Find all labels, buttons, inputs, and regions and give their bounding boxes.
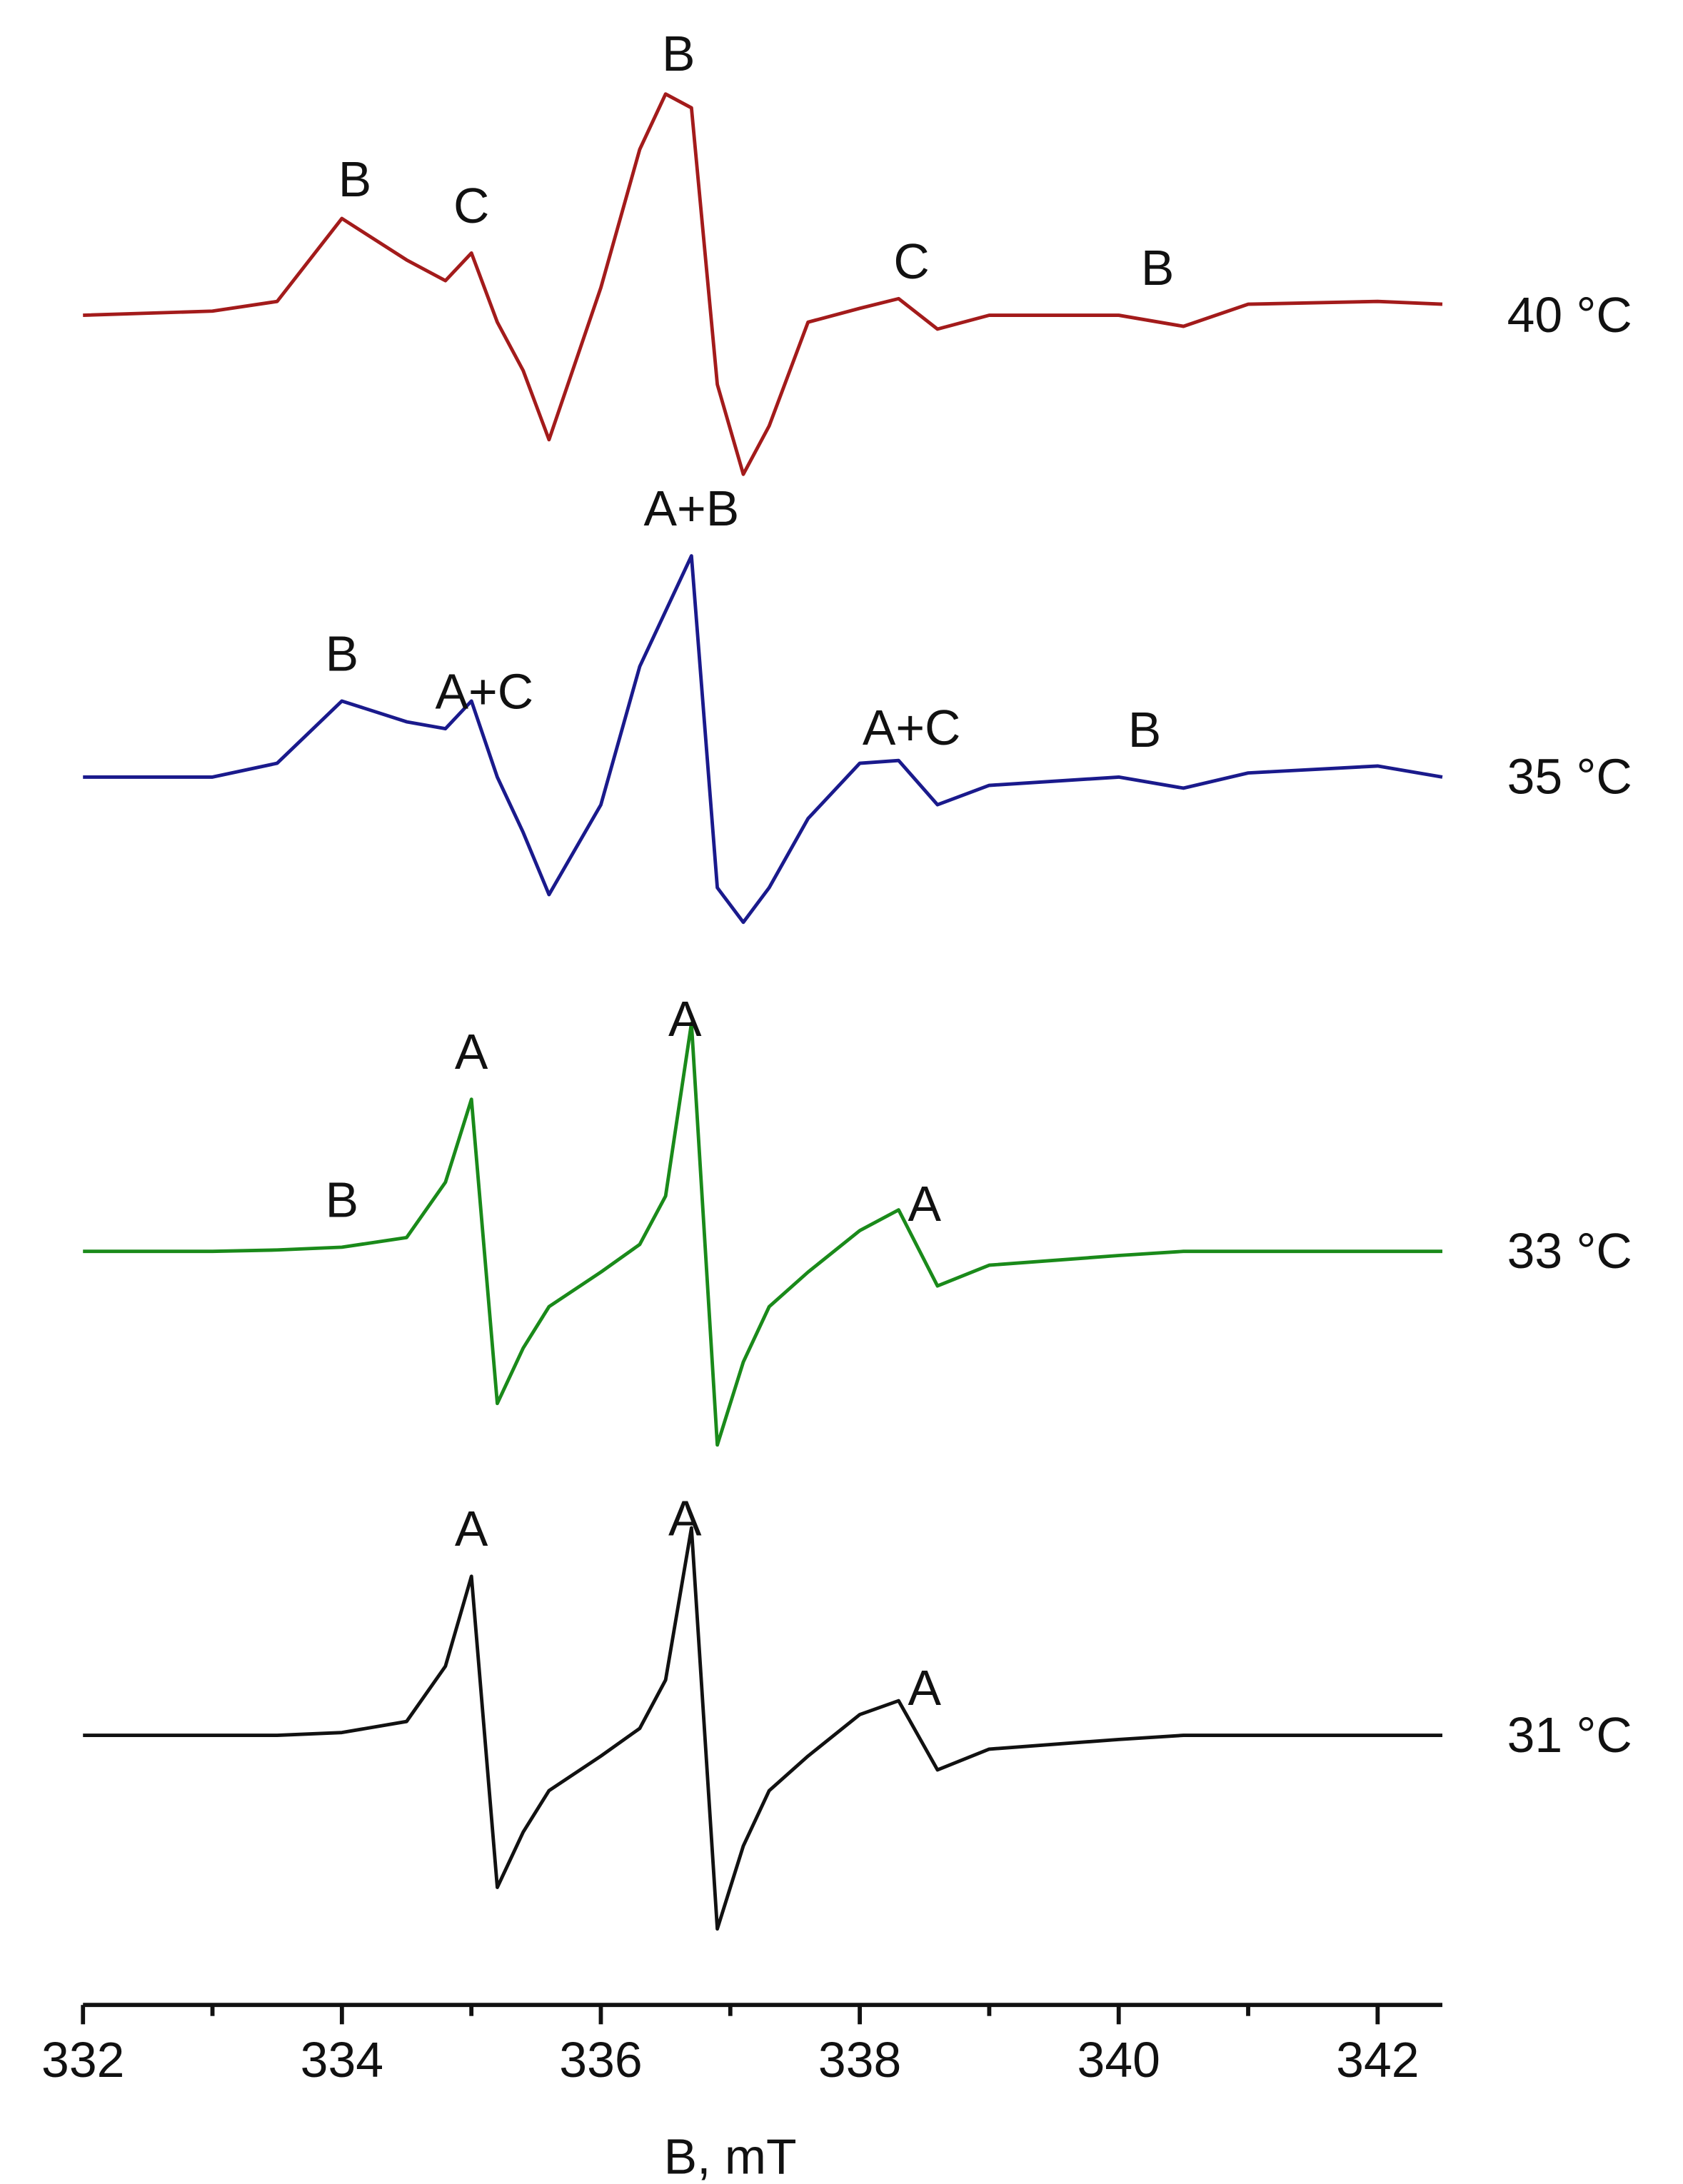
peak-annotation: B (326, 625, 359, 681)
peak-annotation: B (338, 151, 372, 207)
peak-annotation: B (1141, 240, 1175, 296)
peak-annotation: B (662, 26, 695, 81)
peak-annotation: A (908, 1176, 941, 1232)
x-tick-label: 340 (1077, 2032, 1160, 2088)
series-label: 33 °C (1507, 1223, 1632, 1279)
x-tick-label: 338 (818, 2032, 901, 2088)
peak-annotation: B (326, 1172, 359, 1227)
peak-annotation: A+B (644, 480, 740, 536)
spectrum-line (83, 1021, 1442, 1447)
peak-annotation: A (668, 1491, 702, 1546)
spectrum-line (83, 1526, 1442, 1931)
series-label: 35 °C (1507, 749, 1632, 805)
spectrum-line (83, 92, 1443, 476)
spectrum-line (83, 554, 1443, 925)
peak-annotation: A (455, 1501, 488, 1556)
peak-annotation: A (455, 1024, 488, 1080)
x-axis-label: B, mT (664, 2128, 797, 2184)
peak-annotation: A (668, 991, 702, 1047)
x-tick-label: 334 (301, 2032, 383, 2088)
peak-annotation: A+C (436, 664, 534, 720)
x-tick-label: 336 (559, 2032, 642, 2088)
x-tick-label: 342 (1336, 2032, 1419, 2088)
series-label: 40 °C (1507, 287, 1632, 343)
peak-annotation: A+C (863, 700, 961, 755)
peak-annotation: B (1128, 702, 1162, 758)
series-label: 31 °C (1507, 1707, 1632, 1763)
peak-annotation: C (453, 178, 489, 233)
peak-annotation: C (893, 233, 929, 289)
x-tick-label: 332 (41, 2032, 124, 2088)
peak-annotation: A (908, 1660, 941, 1716)
